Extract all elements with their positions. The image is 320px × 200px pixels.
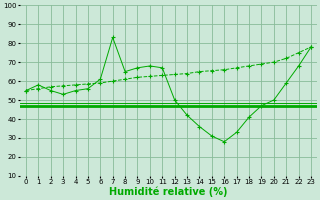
- X-axis label: Humidité relative (%): Humidité relative (%): [109, 187, 228, 197]
